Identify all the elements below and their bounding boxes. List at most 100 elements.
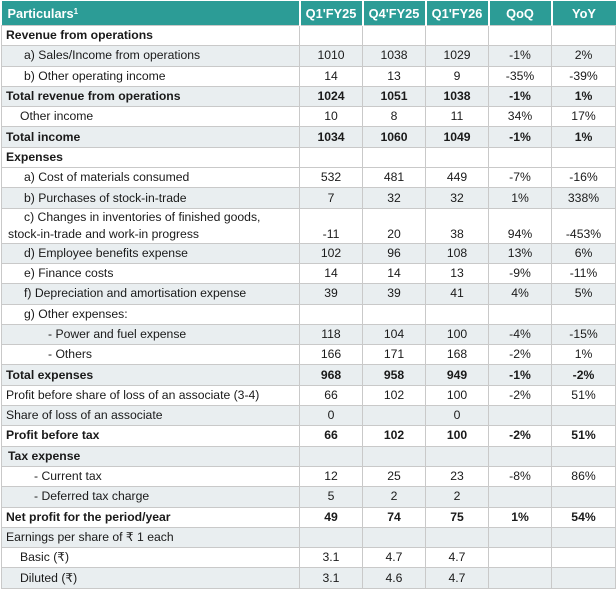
cell-q1fy26: 11 [425,106,489,128]
table-row: Share of loss of an associate 0 0 [1,405,616,427]
table-row: b) Purchases of stock-in-trade 7 32 32 1% 338… [1,187,616,209]
cell-q4fy25 [362,24,426,47]
row-label: Share of loss of an associate [1,405,300,427]
cell-q1fy26: 38 [425,207,489,244]
table-row: - Power and fuel expense 118 104 100 -4% -15% [1,323,616,346]
row-label: Net profit for the period/year [1,506,300,528]
cell-q1fy25: 1024 [299,85,363,108]
cell-qoq [488,567,552,589]
cell-q4fy25: 25 [362,465,426,488]
row-label: Basic (₹) [1,547,300,569]
cell-q1fy26: 2 [425,486,489,508]
table-row: Total expenses 968 958 949 -1% -2% [1,364,616,386]
cell-qoq [488,486,552,508]
cell-qoq: -1% [488,45,552,67]
cell-q1fy26: 9 [425,65,489,87]
cell-yoy [551,526,616,549]
cell-yoy: -16% [551,167,616,189]
particulars-header: Particulars1 [1,1,301,26]
cell-yoy: 5% [551,283,616,305]
cell-qoq: -1% [488,364,552,386]
column-header-yoy: YoY [551,1,616,26]
cell-q1fy25: 5 [299,486,363,508]
cell-qoq [488,146,552,169]
cell-q1fy26: 0 [425,405,489,427]
cell-q1fy25: 0 [299,405,363,427]
cell-q1fy25: 14 [299,262,363,285]
row-label: Tax expense [1,445,300,467]
cell-yoy: -39% [551,65,616,87]
row-label: Expenses [1,146,300,169]
cell-yoy [551,303,616,325]
cell-q4fy25: 958 [362,364,426,386]
row-label: Other income [1,106,300,128]
cell-q1fy26: 41 [425,283,489,305]
table-row: Diluted (₹) 3.1 4.6 4.7 [1,567,616,589]
cell-yoy: 1% [551,126,616,148]
cell-qoq: -2% [488,425,552,447]
cell-q1fy26: 1049 [425,126,489,148]
cell-yoy [551,445,616,467]
cell-yoy: 2% [551,45,616,67]
row-label: a) Cost of materials consumed [1,167,300,189]
cell-yoy: 1% [551,85,616,108]
row-label-line-1: c) Changes in inventories of finished go… [24,209,261,224]
cell-q1fy25: -11 [299,207,363,244]
table-row: - Current tax 12 25 23 -8% 86% [1,465,616,488]
cell-q4fy25 [362,303,426,325]
cell-q4fy25: 14 [362,262,426,285]
table-row: e) Finance costs 14 14 13 -9% -11% [1,262,616,285]
table-row: Total income 1034 1060 1049 -1% 1% [1,126,616,148]
cell-q1fy25 [299,445,363,467]
table-row: b) Other operating income 14 13 9 -35% -39% [1,65,616,87]
row-label: Diluted (₹) [1,567,300,589]
cell-q4fy25: 32 [362,187,426,209]
cell-yoy: 338% [551,187,616,209]
cell-yoy: -11% [551,262,616,285]
cell-qoq: -35% [488,65,552,87]
cell-yoy: -453% [551,207,616,244]
table-row: - Deferred tax charge 5 2 2 [1,486,616,508]
row-label: - Others [1,344,300,366]
cell-q4fy25 [362,526,426,549]
cell-q1fy25: 12 [299,465,363,488]
cell-q1fy26: 13 [425,262,489,285]
cell-yoy: 17% [551,106,616,128]
cell-q1fy26 [425,24,489,47]
cell-q4fy25: 13 [362,65,426,87]
cell-yoy [551,405,616,427]
row-label: - Power and fuel expense [1,323,300,346]
cell-q1fy26: 949 [425,364,489,386]
cell-yoy: 51% [551,384,616,407]
table-row: Profit before tax 66 102 100 -2% 51% [1,425,616,447]
cell-qoq: 13% [488,242,552,264]
cell-q1fy26: 1029 [425,45,489,67]
cell-q1fy25 [299,146,363,169]
cell-q1fy25: 10 [299,106,363,128]
cell-q4fy25: 102 [362,425,426,447]
cell-q1fy25 [299,303,363,325]
cell-qoq: -9% [488,262,552,285]
table-row: Profit before share of loss of an associ… [1,384,616,407]
table-row: Tax expense [1,445,616,467]
cell-q4fy25: 481 [362,167,426,189]
cell-q1fy26: 168 [425,344,489,366]
cell-q4fy25: 96 [362,242,426,264]
row-label: f) Depreciation and amortisation expense [1,283,300,305]
cell-q1fy25 [299,24,363,47]
cell-qoq [488,526,552,549]
cell-yoy [551,486,616,508]
cell-q1fy26: 100 [425,425,489,447]
cell-yoy [551,567,616,589]
cell-qoq [488,445,552,467]
table-row: Revenue from operations [1,24,616,47]
row-label: Total expenses [1,364,300,386]
cell-qoq: -1% [488,126,552,148]
cell-qoq: 34% [488,106,552,128]
table-row: g) Other expenses: [1,303,616,325]
column-header-q4fy25: Q4'FY25 [362,1,427,26]
row-label: Profit before tax [1,425,300,447]
cell-q1fy26: 100 [425,323,489,346]
row-label: Revenue from operations [1,24,300,47]
